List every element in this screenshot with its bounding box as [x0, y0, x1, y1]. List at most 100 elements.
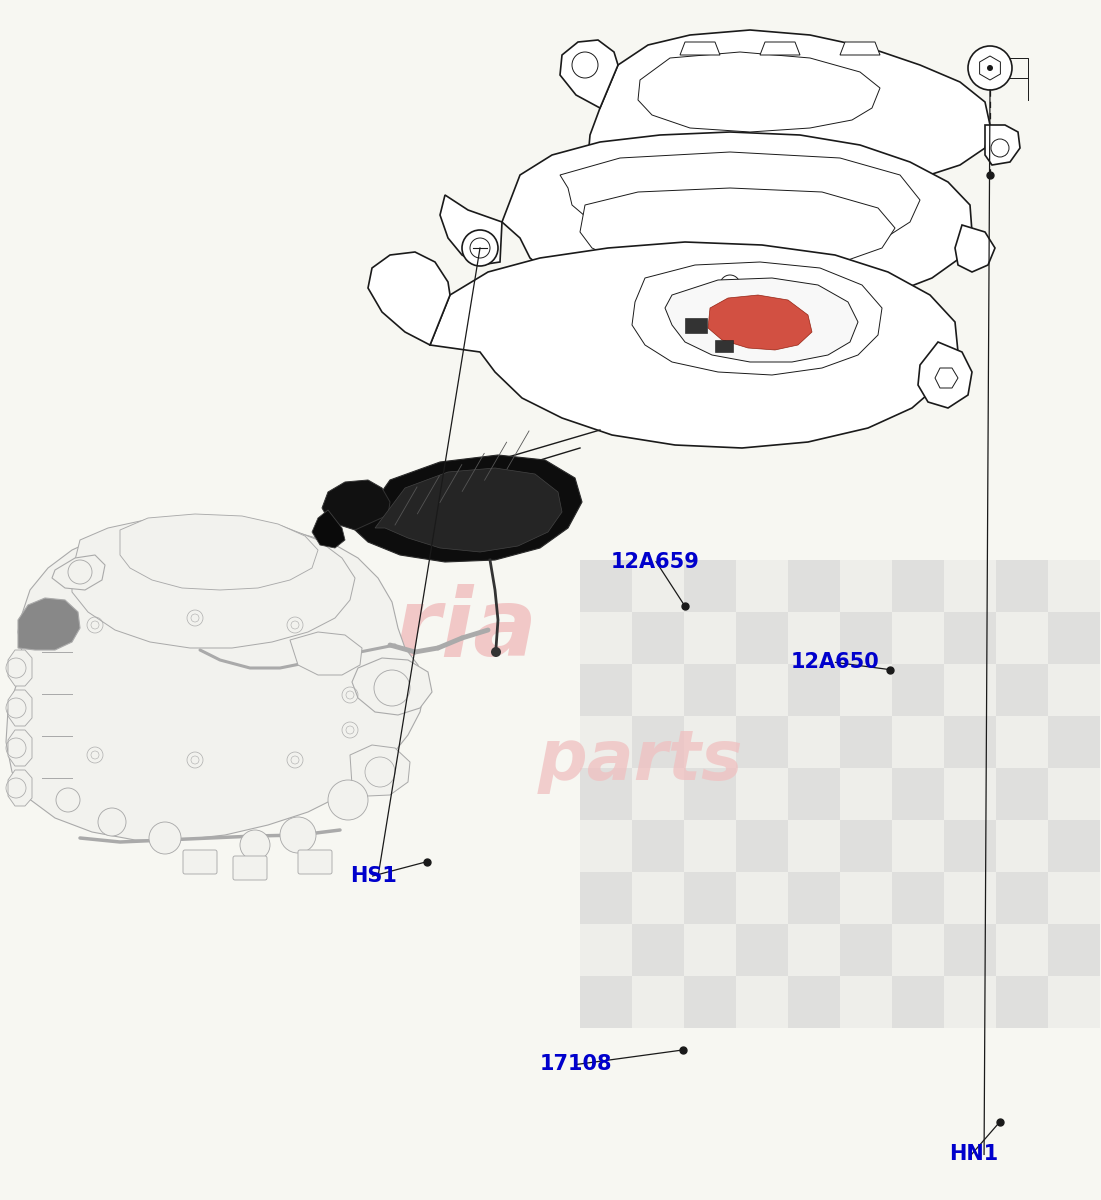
FancyBboxPatch shape [183, 850, 217, 874]
Bar [892, 872, 944, 924]
Bar [996, 612, 1048, 664]
Bar [735, 768, 788, 820]
Polygon shape [72, 516, 355, 648]
Bar [632, 716, 684, 768]
Bar [892, 664, 944, 716]
Bar [684, 820, 735, 872]
Circle shape [491, 647, 501, 658]
Bar [788, 872, 840, 924]
Polygon shape [985, 125, 1020, 164]
Polygon shape [430, 242, 958, 448]
Bar [684, 872, 735, 924]
Bar [996, 716, 1048, 768]
Polygon shape [840, 42, 880, 55]
Polygon shape [560, 40, 618, 108]
Bar [996, 872, 1048, 924]
Bar [840, 612, 892, 664]
Text: 17108: 17108 [539, 1055, 612, 1074]
Bar [580, 612, 632, 664]
Bar [580, 976, 632, 1028]
Polygon shape [632, 262, 882, 374]
Bar [1048, 664, 1100, 716]
FancyBboxPatch shape [298, 850, 333, 874]
Bar [788, 612, 840, 664]
Polygon shape [290, 632, 362, 674]
Polygon shape [980, 56, 1001, 80]
Bar [788, 560, 840, 612]
Polygon shape [312, 510, 345, 548]
Polygon shape [8, 690, 32, 726]
Bar [788, 924, 840, 976]
Polygon shape [637, 52, 880, 132]
Circle shape [280, 817, 316, 853]
Bar [580, 872, 632, 924]
Bar [892, 976, 944, 1028]
Polygon shape [8, 730, 32, 766]
Polygon shape [8, 770, 32, 806]
Polygon shape [120, 514, 318, 590]
Bar [944, 872, 996, 924]
Polygon shape [708, 295, 813, 350]
Bar [944, 768, 996, 820]
Bar [840, 820, 892, 872]
Bar [1048, 716, 1100, 768]
Bar [735, 612, 788, 664]
Polygon shape [560, 152, 920, 252]
Polygon shape [665, 278, 858, 362]
Bar [1048, 768, 1100, 820]
Bar [944, 560, 996, 612]
Bar [996, 768, 1048, 820]
Polygon shape [18, 598, 80, 650]
Polygon shape [8, 650, 32, 686]
Bar [996, 560, 1048, 612]
Polygon shape [355, 455, 582, 562]
Bar [996, 976, 1048, 1028]
Polygon shape [350, 745, 410, 796]
Bar [1048, 924, 1100, 976]
Bar [944, 612, 996, 664]
Polygon shape [440, 194, 502, 265]
Bar [840, 560, 892, 612]
Bar [684, 768, 735, 820]
Text: 12A659: 12A659 [611, 552, 700, 571]
Bar [1048, 560, 1100, 612]
Circle shape [328, 780, 368, 820]
Polygon shape [321, 480, 390, 530]
Circle shape [56, 788, 80, 812]
Circle shape [149, 822, 181, 854]
Polygon shape [955, 226, 995, 272]
Bar [996, 820, 1048, 872]
Bar [944, 976, 996, 1028]
Bar [632, 664, 684, 716]
Circle shape [986, 65, 993, 71]
FancyBboxPatch shape [233, 856, 268, 880]
Bar [840, 872, 892, 924]
Text: scuderia: scuderia [83, 584, 537, 676]
Text: HN1: HN1 [949, 1145, 999, 1164]
Bar [632, 872, 684, 924]
Bar [892, 768, 944, 820]
Bar [788, 716, 840, 768]
Bar [580, 716, 632, 768]
Bar [840, 664, 892, 716]
Bar [735, 976, 788, 1028]
Text: HS1: HS1 [350, 866, 397, 886]
Bar [840, 924, 892, 976]
Bar [944, 716, 996, 768]
Polygon shape [588, 30, 990, 200]
Bar [632, 612, 684, 664]
Circle shape [98, 808, 126, 836]
Bar [788, 768, 840, 820]
Bar [685, 318, 707, 332]
Polygon shape [52, 554, 105, 590]
Polygon shape [375, 468, 562, 552]
Polygon shape [918, 342, 972, 408]
Bar [892, 924, 944, 976]
Circle shape [240, 830, 270, 860]
Bar [684, 664, 735, 716]
Bar [944, 924, 996, 976]
Bar [944, 820, 996, 872]
Bar [892, 820, 944, 872]
Bar [996, 664, 1048, 716]
Bar [632, 820, 684, 872]
